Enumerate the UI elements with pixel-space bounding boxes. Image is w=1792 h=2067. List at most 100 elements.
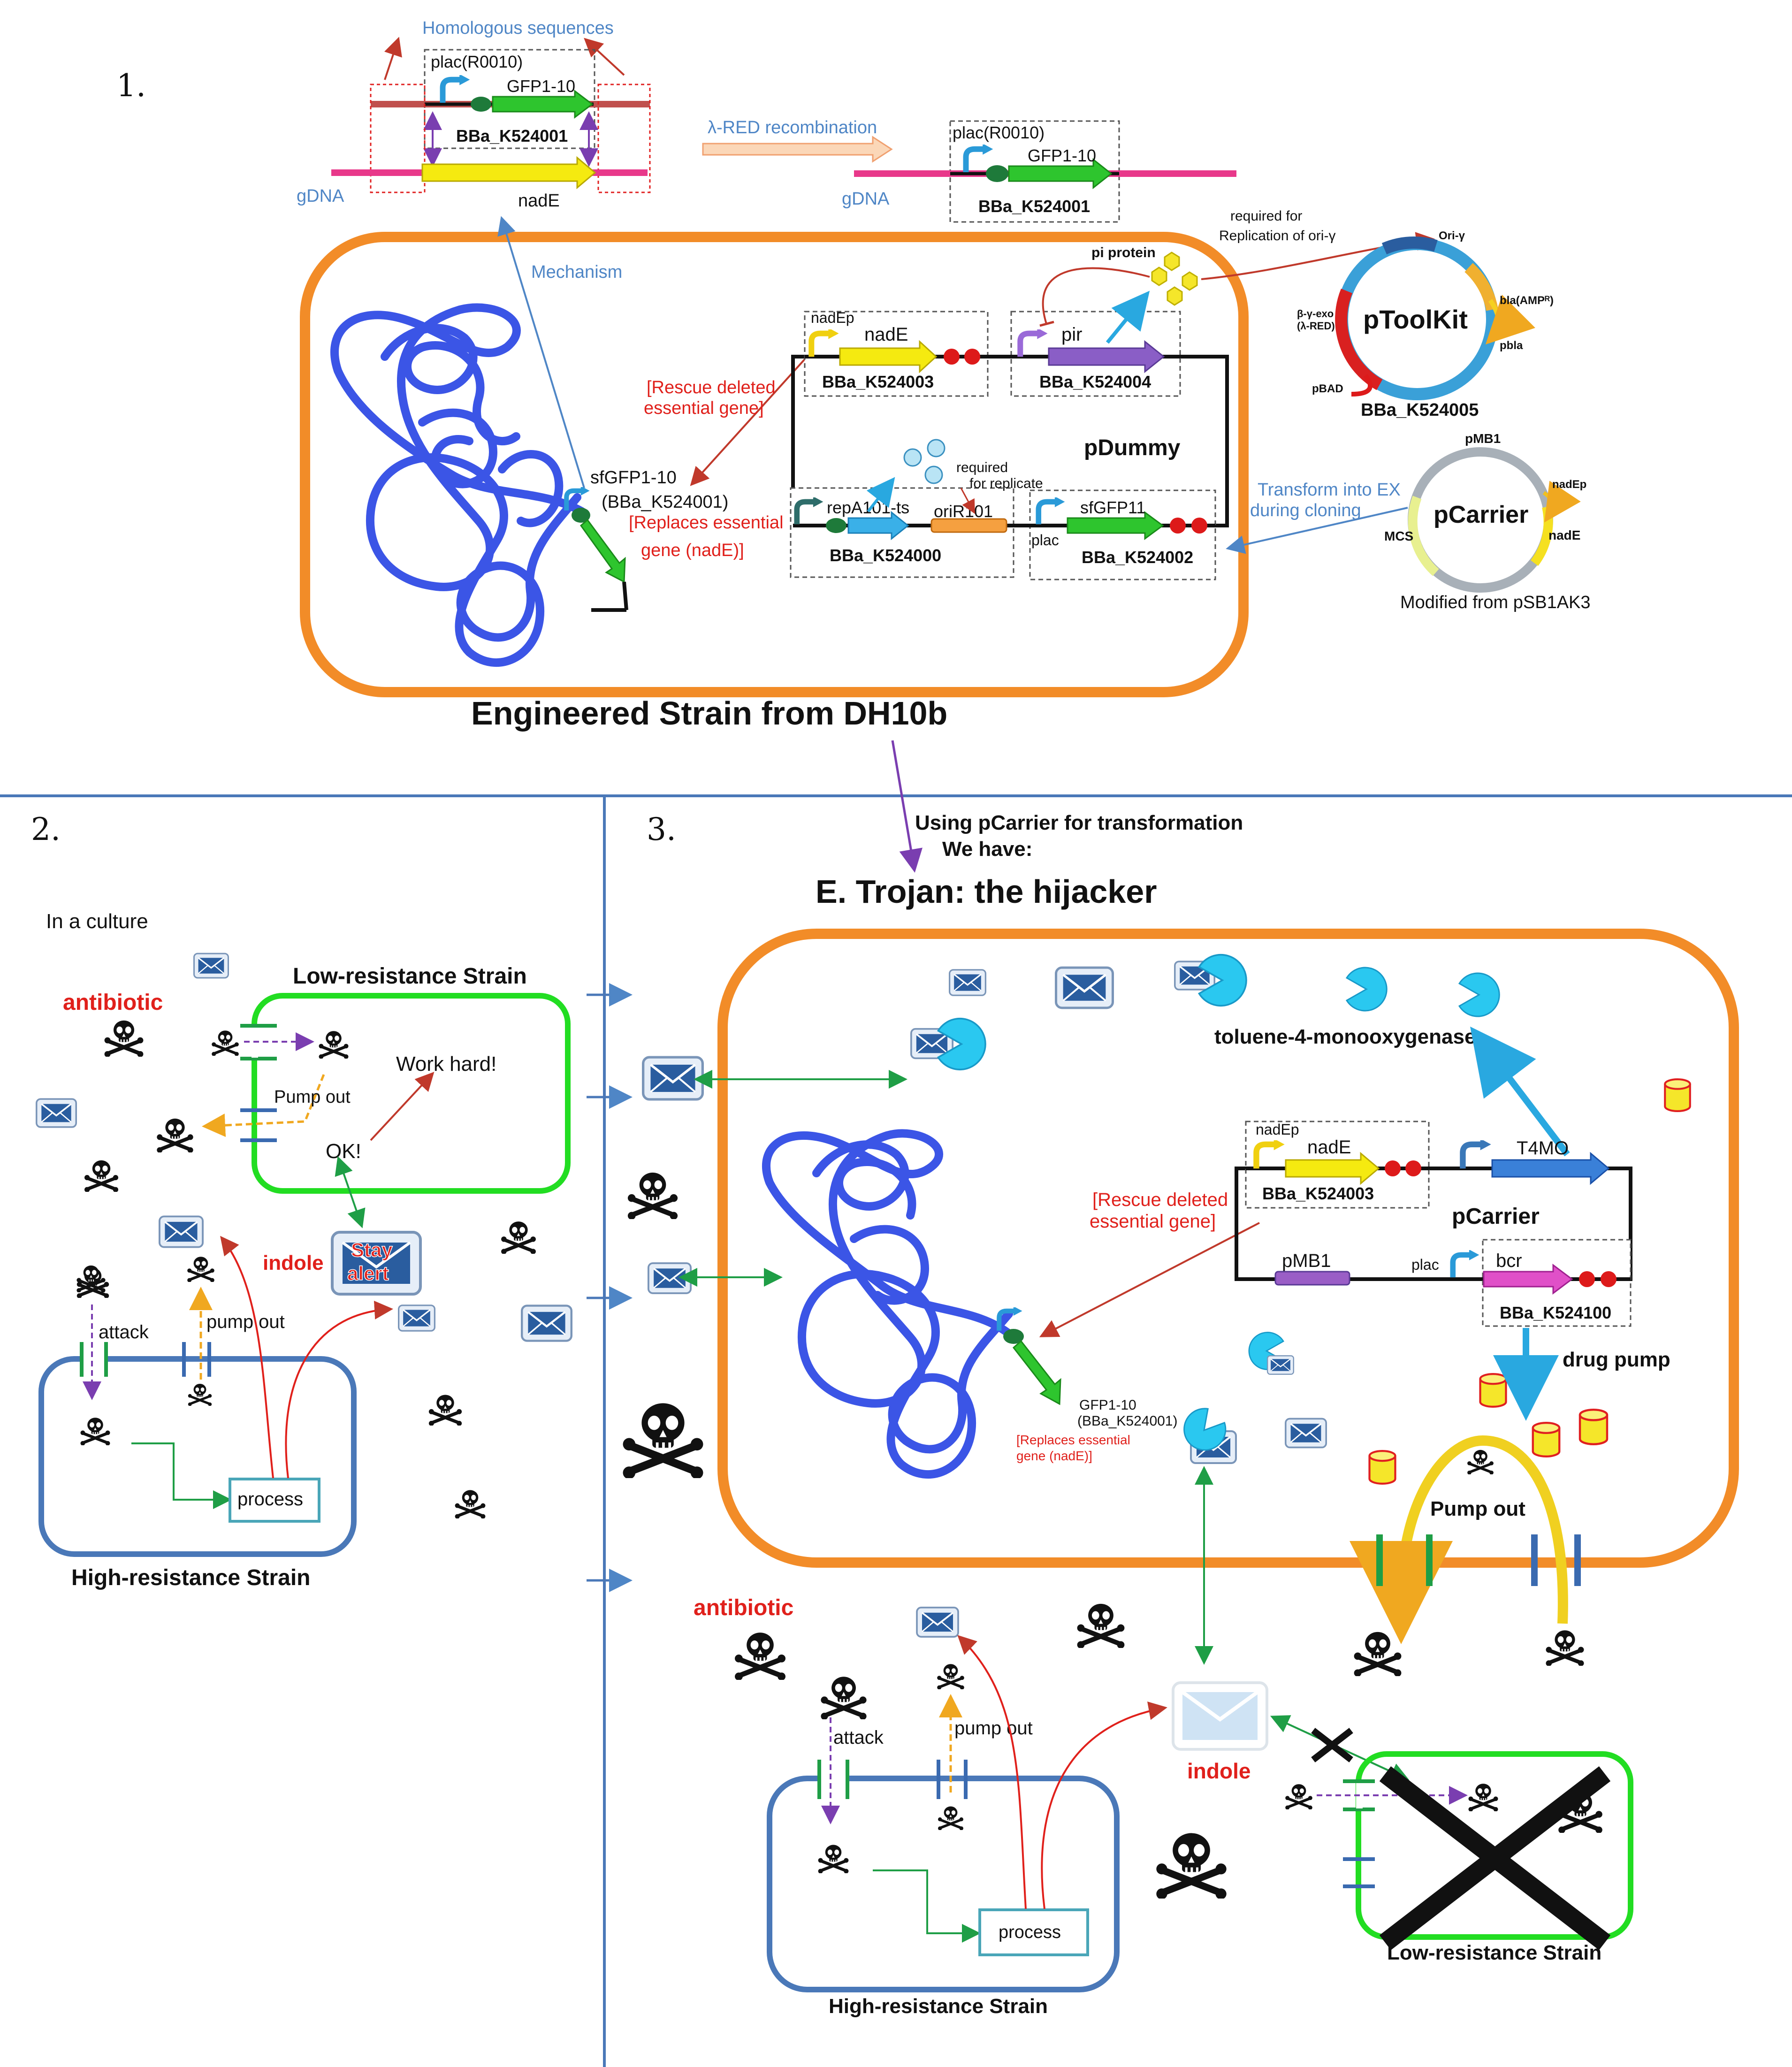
recombination-diagram: Homologous sequences plac(R0010) GFP1-10… [297, 18, 1236, 223]
modified-label: Modified from pSB1AK3 [1400, 593, 1591, 612]
beta-exo-label-2: (λ-RED) [1297, 320, 1335, 332]
using-pcarrier-label: Using pCarrier for transformation [915, 811, 1243, 834]
sfgfp11-label: sfGFP11 [1080, 498, 1145, 517]
low-res-cell-2 [252, 993, 571, 1194]
chromosome [330, 303, 586, 667]
engineered-cell-membrane [300, 232, 1249, 697]
antibiotic-label-3: antibiotic [694, 1595, 793, 1620]
we-have-label: We have: [942, 838, 1032, 861]
panel-link-arrows [587, 983, 633, 1592]
sfgfp1-10-label: sfGFP1-10 [590, 468, 677, 488]
required-for-label: required for [1230, 208, 1302, 224]
high-res-label-3: High-resistance Strain [829, 1995, 1048, 2018]
rescue-label-3b: essential gene] [1090, 1211, 1216, 1232]
lambda-red-arrow [702, 136, 893, 163]
pump-out-label-3b: pump out [954, 1718, 1033, 1739]
nadep-label: nadEp [811, 309, 854, 326]
bba-k524100-label: BBa_K524100 [1500, 1303, 1611, 1322]
gfp1-10-gene [492, 89, 594, 119]
pdummy-plasmid: nadEp nadE BBa_K524003 pir BBa_K524004 r… [790, 290, 1229, 580]
pdummy-label: pDummy [1084, 435, 1181, 460]
plac-label: plac [1031, 532, 1059, 549]
gdna-label-right: gDNA [842, 189, 890, 209]
indole-envelope-3 [1172, 1681, 1268, 1751]
panel-number-3: 3. [647, 811, 676, 847]
indole-label-3: indole [1187, 1759, 1251, 1783]
stay-alert-envelope: Stay alert [331, 1231, 422, 1296]
plac-r0010-label-2: plac(R0010) [953, 123, 1045, 142]
ori-y-label: Ori-γ [1439, 229, 1465, 242]
beta-exo-label-1: β-γ-exo [1297, 308, 1334, 320]
nadep-circle-label: nadEp [1552, 478, 1586, 491]
panel-number-2: 2. [31, 811, 61, 847]
bba-k524005-label: BBa_K524005 [1361, 400, 1479, 420]
process-label-2: process [237, 1489, 303, 1510]
nade-label-2: nadE [864, 324, 908, 345]
sfgfp11-gene [1067, 511, 1164, 540]
attack-label-2: attack [99, 1322, 149, 1342]
pump-out-label-2: Pump out [274, 1087, 351, 1107]
e-trojan-title: E. Trojan: the hijacker [816, 873, 1157, 910]
attack-label-3: attack [833, 1727, 884, 1748]
panel-2-culture: In a culture antibiotic Low-resistance S… [36, 910, 572, 1590]
bba-k524003-label-3: BBa_K524003 [1262, 1184, 1374, 1203]
nade-circle-label: nadE [1548, 528, 1580, 542]
stay-label: Stay [351, 1239, 393, 1261]
pmb1-circle-label: pMB1 [1465, 431, 1501, 446]
nade-label-3: nadE [1307, 1137, 1351, 1158]
nade-gene [421, 156, 596, 190]
trojan-chromosome [762, 1129, 1018, 1479]
nadep-label-3: nadEp [1256, 1121, 1299, 1138]
gfp-bb-label-3: (BBa_K524001) [1077, 1413, 1178, 1429]
gfp1-10-label-2: GFP1-10 [1028, 146, 1096, 165]
bcr-label: bcr [1496, 1251, 1522, 1271]
mcs-label: MCS [1384, 529, 1413, 543]
pir-gene [1048, 340, 1165, 374]
process-box-3 [978, 1908, 1089, 1956]
pi-protein: pi protein required for Replication of o… [1039, 208, 1435, 327]
pcarrier-plasmid-circle: pCarrier pMB1 nadEp MCS nadE Modified fr… [1226, 431, 1591, 612]
plac-r0010-label: plac(R0010) [431, 52, 523, 71]
gfp1-10-label: GFP1-10 [507, 76, 575, 96]
engineered-strain-title: Engineered Strain from DH10b [471, 695, 947, 732]
panel-3-trojan: toluene-4-monooxygenase GFP1-10 (BBa_K52… [623, 929, 1739, 2018]
engineered-strain-cell: Mechanism sfGFP1-10 (BBa_K524001) [Repla… [300, 208, 1435, 732]
pir-label: pir [1061, 324, 1082, 345]
pcarrier-plasmid-linear: nadEp nadE BBa_K524003 T4MO pCarrier pMB… [1235, 1121, 1632, 1327]
pmb1-block [1274, 1271, 1350, 1286]
replaces-label-3a: [Replaces essential [1016, 1433, 1130, 1447]
pump-out-label-3: Pump out [1430, 1497, 1525, 1520]
indole-label-2: indole [263, 1251, 324, 1274]
transform-label-1: Transform into EX [1258, 480, 1401, 500]
pi-protein-label: pi protein [1091, 245, 1156, 260]
bba-k524003-label: BBa_K524003 [822, 372, 934, 391]
low-res-label-3: Low-resistance Strain [1387, 1941, 1601, 1964]
orir101-label: oriR101 [934, 502, 993, 521]
process-box-2 [229, 1478, 320, 1523]
rescue-label-2: essential gene] [644, 398, 764, 418]
repa101-label: repA101-ts [827, 498, 909, 517]
antibiotic-label-2: antibiotic [63, 990, 163, 1015]
gfp1-10-label-3: GFP1-10 [1079, 1397, 1136, 1413]
bla-label: bla(AMPᴿ) [1500, 294, 1554, 307]
pmb1-label-3: pMB1 [1282, 1251, 1331, 1271]
high-res-cell-2 [38, 1356, 357, 1557]
bba-k524004-label: BBa_K524004 [1039, 372, 1151, 391]
ptoolkit-label: pToolKit [1363, 305, 1468, 334]
process-label-3: process [999, 1922, 1061, 1942]
t4mo-label: T4MO [1517, 1138, 1569, 1159]
homologous-label: Homologous sequences [422, 18, 614, 38]
trojan-cell-membrane [717, 929, 1739, 1568]
ok-label: OK! [326, 1140, 361, 1163]
in-culture-label: In a culture [46, 910, 148, 933]
mechanism-label: Mechanism [531, 262, 622, 282]
nade-gene-2 [839, 340, 938, 374]
gdna-label-left: gDNA [297, 186, 344, 206]
lambda-red-label: λ-RED recombination [708, 118, 877, 137]
alert-label: alert [347, 1262, 389, 1284]
pcarrier-circle-label: pCarrier [1434, 501, 1528, 528]
pump-out-label-2b: pump out [206, 1312, 285, 1332]
toluene-label: toluene-4-monooxygenase [1214, 1025, 1476, 1048]
drug-pump-label: drug pump [1563, 1348, 1670, 1371]
